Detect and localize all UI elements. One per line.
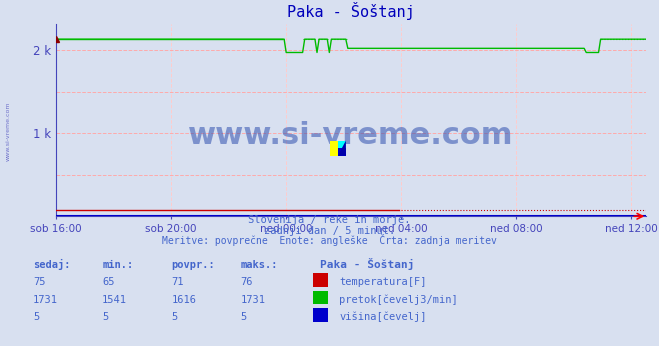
Text: 5: 5 <box>102 312 108 322</box>
Text: maks.:: maks.: <box>241 260 278 270</box>
Text: 1616: 1616 <box>171 295 196 305</box>
Text: 5: 5 <box>33 312 39 322</box>
Bar <box>338 148 346 156</box>
Text: višina[čevelj]: višina[čevelj] <box>339 311 427 322</box>
Text: pretok[čevelj3/min]: pretok[čevelj3/min] <box>339 294 458 305</box>
Title: Paka - Šoštanj: Paka - Šoštanj <box>287 2 415 20</box>
Text: 5: 5 <box>241 312 246 322</box>
Text: povpr.:: povpr.: <box>171 260 215 270</box>
Text: 71: 71 <box>171 277 184 288</box>
Bar <box>338 140 346 148</box>
Text: zadnji dan / 5 minut.: zadnji dan / 5 minut. <box>264 226 395 236</box>
Text: sedaj:: sedaj: <box>33 259 71 270</box>
Text: 65: 65 <box>102 277 115 288</box>
Bar <box>330 140 338 156</box>
Text: 1731: 1731 <box>33 295 58 305</box>
Text: 76: 76 <box>241 277 253 288</box>
Text: www.si-vreme.com: www.si-vreme.com <box>5 102 11 161</box>
Text: 1731: 1731 <box>241 295 266 305</box>
Text: Slovenija / reke in morje.: Slovenija / reke in morje. <box>248 215 411 225</box>
Text: Meritve: povprečne  Enote: angleške  Črta: zadnja meritev: Meritve: povprečne Enote: angleške Črta:… <box>162 234 497 246</box>
Text: Paka - Šoštanj: Paka - Šoštanj <box>320 258 414 270</box>
Text: temperatura[F]: temperatura[F] <box>339 277 427 288</box>
Text: www.si-vreme.com: www.si-vreme.com <box>188 121 513 150</box>
Polygon shape <box>338 140 346 156</box>
Text: min.:: min.: <box>102 260 133 270</box>
Text: 5: 5 <box>171 312 177 322</box>
Text: 75: 75 <box>33 277 45 288</box>
Text: 1541: 1541 <box>102 295 127 305</box>
